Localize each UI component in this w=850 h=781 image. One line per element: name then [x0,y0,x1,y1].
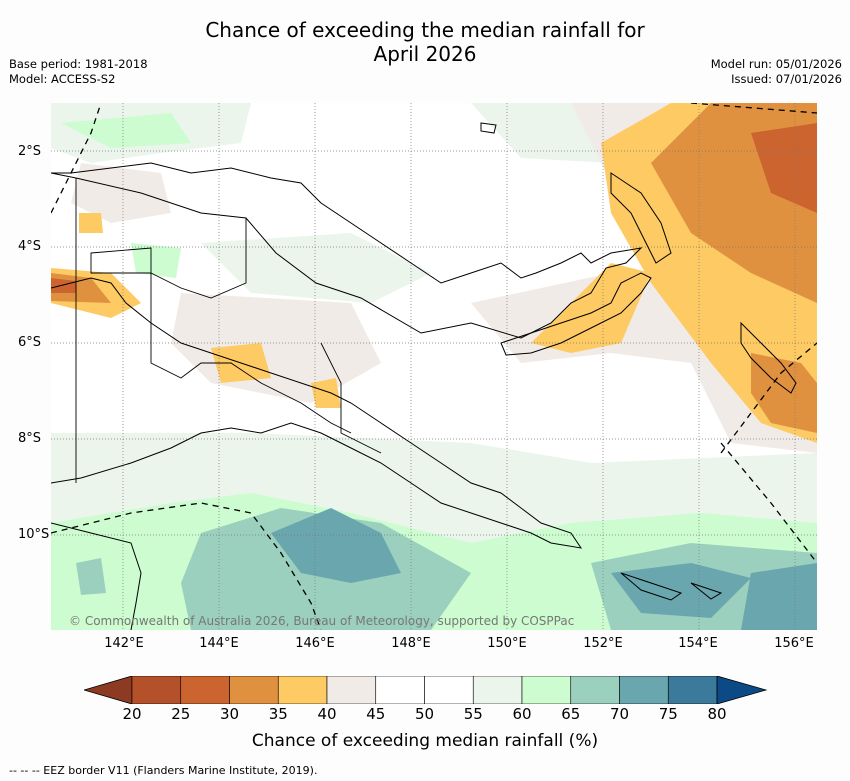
lat-label-4s: 4°S [18,239,42,254]
beige-region-central [171,293,381,403]
colorbar-segment [619,676,669,704]
light-green-region-mid [201,233,431,303]
pale-green-north [61,113,191,148]
colorbar-tick-label: 35 [268,705,288,723]
eez-borders [51,103,817,630]
eez-legend-note: -- -- -- EEZ border V11 (Flanders Marine… [9,764,318,777]
colorbar-segment [667,676,718,704]
title-line-2: April 2026 [373,42,477,66]
colorbar-segments [131,676,718,704]
new-ireland-coast [610,172,672,264]
title-line-1: Chance of exceeding the median rainfall … [205,18,645,42]
model-name: Model: ACCESS-S2 [9,72,116,86]
teal-light-region-west [76,558,106,595]
lat-label-2s: 2°S [18,144,42,159]
colorbar-tick-label: 45 [366,705,386,723]
colorbar-tick-label: 25 [171,705,191,723]
red-orange-region-west [51,278,76,293]
colorbar-segment [229,676,279,704]
graticule [51,103,817,630]
colorbar-segment [375,676,425,704]
colorbar-tick-label: 40 [317,705,337,723]
lon-label-142e: 142°E [104,636,144,651]
colorbar [84,676,768,704]
colorbar-tick-label: 30 [219,705,240,723]
colorbar-tick-label: 20 [122,705,142,723]
lon-label-146e: 146°E [295,636,335,651]
colorbar-tick-label: 80 [707,705,727,723]
colorbar-segment [570,676,620,704]
colorbar-tick-label: 55 [463,705,483,723]
bougainville-coast [740,321,797,394]
lon-label-148e: 148°E [391,636,431,651]
lon-label-150e: 150°E [487,636,527,651]
model-info: Base period: 1981-2018 Model: ACCESS-S2 [9,57,148,87]
teal-region-east [611,563,751,618]
solomon-islands [620,572,723,601]
base-period: Base period: 1981-2018 [9,57,148,71]
manus-island [480,122,497,134]
map-title: Chance of exceeding the median rainfall … [0,18,850,66]
cape-york-coast [51,522,142,630]
colorbar-under-arrow [84,676,133,704]
lat-label-10s: 10°S [18,527,50,542]
lon-label-152e: 152°E [583,636,623,651]
copyright-notice: © Commonwealth of Australia 2026, Bureau… [69,614,575,628]
dark-orange-region-se [751,353,817,433]
beige-region-west [71,163,171,223]
lat-label-6s: 6°S [18,335,42,350]
teal-region [271,508,401,583]
new-guinea-coast [51,162,643,339]
colorbar-tick-label: 60 [512,705,532,723]
colorbar-segment [131,676,182,704]
colorbar-tick-label: 65 [561,705,581,723]
lat-label-8s: 8°S [18,431,42,446]
lon-label-154e: 154°E [678,636,718,651]
red-orange-region-ne [751,123,817,213]
rainfall-map [51,103,817,630]
colorbar-segment [472,676,523,704]
colorbar-label: Chance of exceeding median rainfall (%) [251,731,599,751]
orange-region-small [311,378,341,408]
new-britain-coast [500,272,652,356]
colorbar-segment [277,676,328,704]
map-canvas [51,103,817,630]
orange-region-west-small [79,213,103,233]
lon-label-156e: 156°E [774,636,814,651]
province-borders [75,178,382,483]
coastlines [51,122,797,630]
colorbar-tick-label: 75 [658,705,678,723]
pale-green-mid [131,243,181,278]
lon-label-144e: 144°E [199,636,239,651]
new-guinea-south-coast [51,277,583,549]
orange-region-central-east [531,263,651,353]
colorbar-tick-label: 70 [609,705,630,723]
colorbar-segment [326,676,377,704]
colorbar-tick-label: 50 [414,705,435,723]
colorbar-segment [180,676,230,704]
colorbar-segment [424,676,474,704]
issued-date: Issued: 07/01/2026 [731,72,842,86]
model-run-date: Model run: 05/01/2026 [710,57,842,71]
colorbar-over-arrow [716,676,768,704]
run-info: Model run: 05/01/2026 Issued: 07/01/2026 [711,57,842,87]
colorbar-segment [521,676,572,704]
teal-region-se [741,563,817,630]
